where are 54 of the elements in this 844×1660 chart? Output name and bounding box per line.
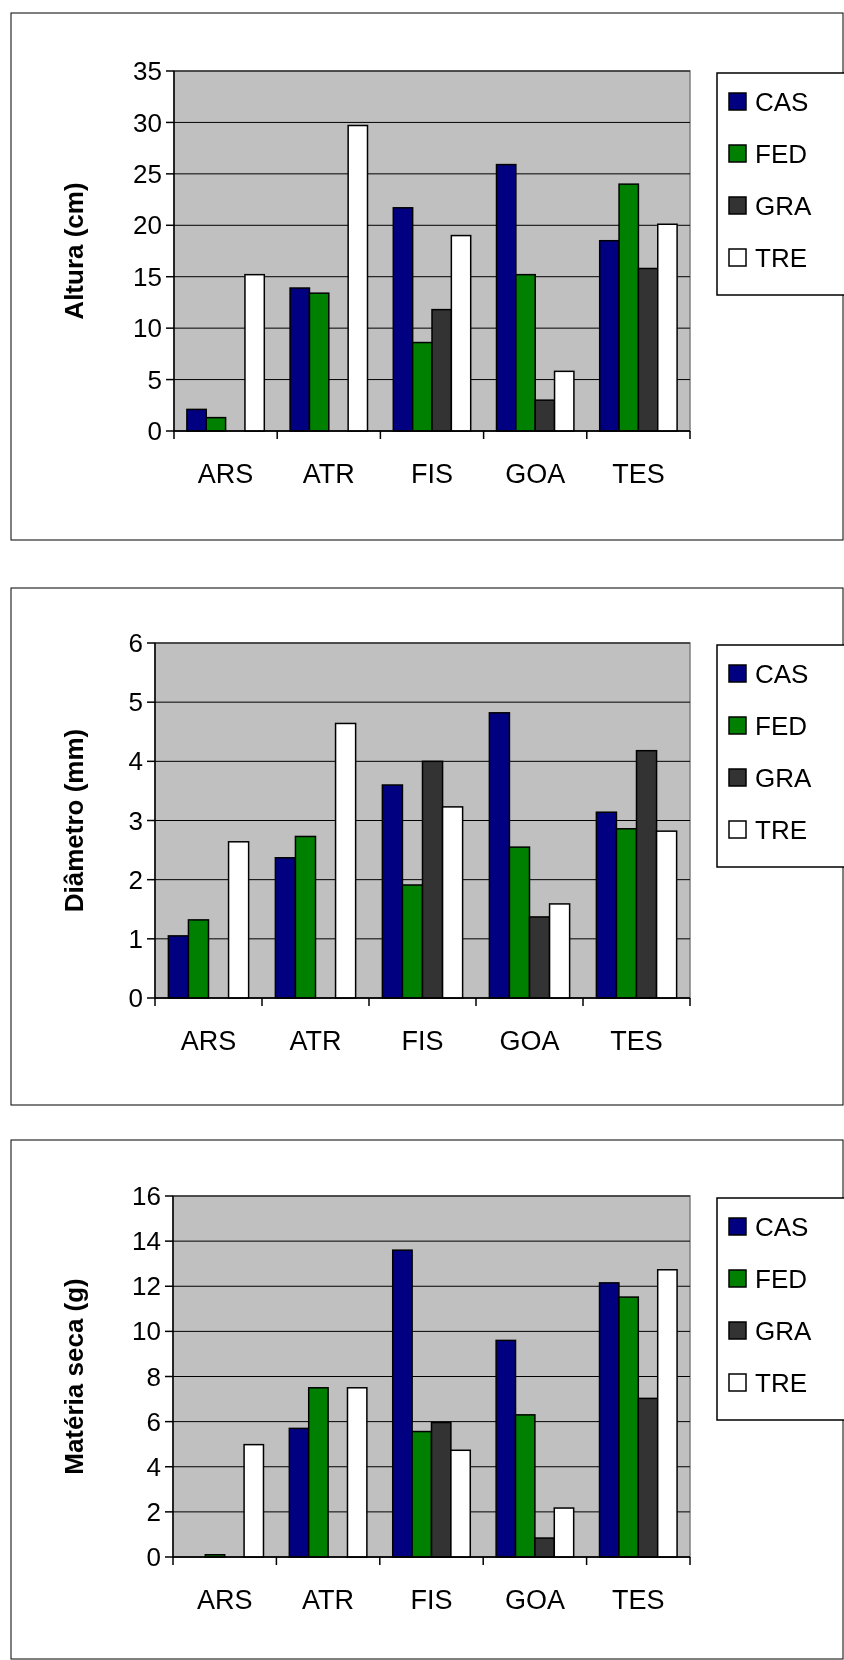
legend-label: GRA: [755, 1316, 812, 1347]
y-axis-title: Altura (cm): [59, 182, 90, 320]
legend-label: CAS: [755, 659, 809, 690]
y-tick-label: 8: [146, 1361, 161, 1392]
y-tick-label: 12: [132, 1271, 161, 1302]
y-tick-label: 16: [132, 1181, 161, 1212]
x-tick-label: FIS: [410, 459, 454, 489]
y-tick-label: 6: [146, 1406, 161, 1437]
y-tick-label: 2: [128, 864, 143, 895]
x-tick-label: GOA: [505, 459, 566, 489]
legend-label: GRA: [755, 763, 812, 794]
y-tick-label: 35: [133, 56, 162, 87]
y-tick-label: 5: [147, 364, 162, 395]
x-tick-label: GOA: [504, 1585, 565, 1615]
y-tick-label: 30: [133, 107, 162, 138]
legend-label: TRE: [755, 243, 807, 274]
y-tick-label: 14: [132, 1226, 161, 1257]
y-tick-label: 10: [132, 1316, 161, 1347]
legend-label: TRE: [755, 815, 807, 846]
y-axis-title: Diâmetro (mm): [59, 728, 90, 913]
x-tick-label: ATR: [289, 1026, 342, 1056]
legend-label: FED: [755, 1264, 807, 1295]
y-tick-label: 15: [133, 261, 162, 292]
y-tick-label: 25: [133, 158, 162, 189]
x-tick-label: ATR: [302, 1585, 355, 1615]
legend-label: FED: [755, 139, 807, 170]
legend-label: CAS: [755, 87, 809, 118]
y-tick-label: 3: [128, 805, 143, 836]
y-tick-label: 20: [133, 210, 162, 241]
y-tick-label: 0: [147, 416, 162, 447]
y-tick-label: 5: [128, 687, 143, 718]
x-tick-label: ATR: [302, 459, 355, 489]
legend-label: CAS: [755, 1212, 809, 1243]
y-tick-label: 0: [128, 983, 143, 1014]
legend-label: TRE: [755, 1368, 807, 1399]
y-tick-label: 2: [146, 1496, 161, 1527]
y-tick-label: 0: [146, 1542, 161, 1573]
x-tick-label: FIS: [401, 1026, 444, 1056]
x-tick-label: ARS: [180, 1026, 237, 1056]
x-tick-label: ARS: [197, 459, 254, 489]
x-tick-label: ARS: [196, 1585, 253, 1615]
legend-label: GRA: [755, 191, 812, 222]
x-tick-label: TES: [610, 1026, 663, 1056]
y-tick-label: 4: [146, 1451, 161, 1482]
legend-label: FED: [755, 711, 807, 742]
x-tick-label: TES: [612, 1585, 665, 1615]
y-tick-label: 10: [133, 313, 162, 344]
y-tick-label: 4: [128, 746, 143, 777]
x-tick-label: GOA: [499, 1026, 560, 1056]
y-axis-title: Matéria seca (g): [59, 1278, 90, 1475]
x-tick-label: FIS: [410, 1585, 453, 1615]
y-tick-label: 6: [128, 628, 143, 659]
y-tick-label: 1: [128, 923, 143, 954]
x-tick-label: TES: [612, 459, 665, 489]
